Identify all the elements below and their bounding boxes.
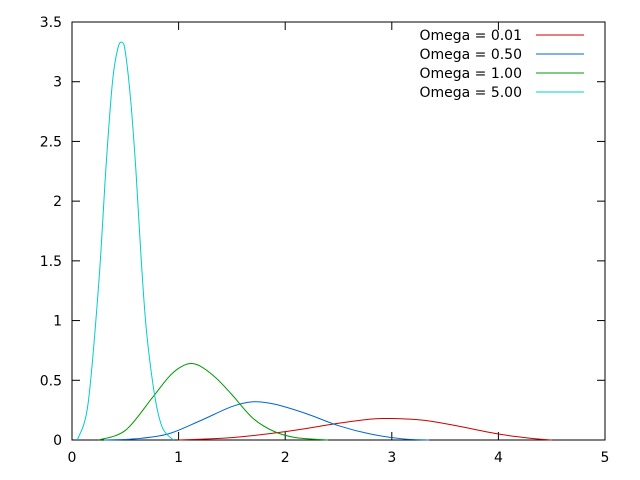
y-tick-label: 2 bbox=[53, 194, 62, 210]
legend: Omega = 0.01 Omega = 0.50 Omega = 1.00 Omeg… bbox=[419, 28, 584, 101]
y-tick-label: 0.5 bbox=[40, 373, 62, 389]
y-axis: 0 0.5 1 1.5 2 2.5 3 3.5 bbox=[40, 15, 605, 449]
x-tick-label: 0 bbox=[68, 450, 77, 466]
series-line-0 bbox=[178, 417, 552, 441]
series-line-1 bbox=[103, 401, 430, 441]
y-tick-label: 3.5 bbox=[40, 15, 62, 31]
y-tick-label: 1 bbox=[53, 314, 62, 330]
legend-label: Omega = 1.00 bbox=[419, 66, 522, 82]
series-line-2 bbox=[98, 362, 328, 441]
legend-label: Omega = 0.01 bbox=[419, 28, 522, 44]
series-line-3 bbox=[76, 41, 174, 441]
x-tick-label: 5 bbox=[601, 450, 610, 466]
y-tick-label: 2.5 bbox=[40, 134, 62, 150]
x-tick-label: 4 bbox=[494, 450, 503, 466]
x-tick-label: 1 bbox=[174, 450, 183, 466]
legend-label: Omega = 0.50 bbox=[419, 47, 522, 63]
y-tick-label: 0 bbox=[53, 433, 62, 449]
y-tick-label: 3 bbox=[53, 75, 62, 91]
plot-frame bbox=[71, 21, 606, 441]
series-layer bbox=[76, 41, 552, 441]
x-tick-label: 2 bbox=[281, 450, 290, 466]
y-tick-label: 1.5 bbox=[40, 254, 62, 270]
x-tick-label: 3 bbox=[387, 450, 396, 466]
x-axis: 0 1 2 3 4 5 bbox=[68, 22, 610, 466]
legend-label: Omega = 5.00 bbox=[419, 85, 522, 101]
